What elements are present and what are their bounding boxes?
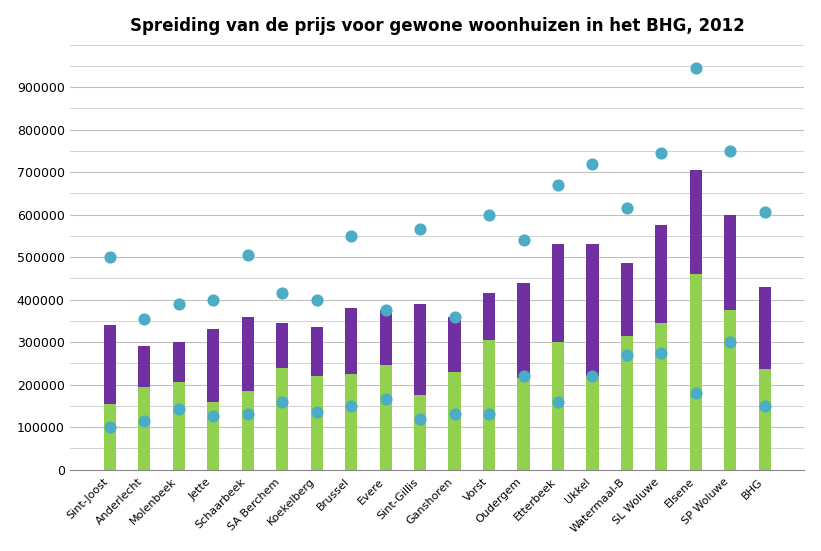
Point <box>483 210 496 219</box>
Bar <box>483 340 495 469</box>
Point <box>724 338 737 347</box>
Bar <box>655 323 667 469</box>
Point <box>586 372 599 381</box>
Bar <box>103 325 116 404</box>
Point <box>724 147 737 155</box>
Bar <box>138 347 150 387</box>
Bar <box>690 170 702 274</box>
Title: Spreiding van de prijs voor gewone woonhuizen in het BHG, 2012: Spreiding van de prijs voor gewone woonh… <box>130 17 745 35</box>
Point <box>448 410 461 419</box>
Bar <box>483 293 495 340</box>
Bar <box>103 404 116 469</box>
Point <box>345 231 358 240</box>
Bar <box>621 263 633 336</box>
Bar <box>414 304 426 395</box>
Bar <box>586 376 599 469</box>
Point <box>483 410 496 419</box>
Point <box>276 397 289 406</box>
Bar <box>207 402 219 469</box>
Point <box>172 404 186 413</box>
Bar <box>172 342 185 382</box>
Bar <box>310 327 323 376</box>
Bar <box>759 287 771 369</box>
Point <box>103 423 117 431</box>
Bar <box>552 342 564 469</box>
Point <box>655 348 668 357</box>
Bar <box>724 310 736 469</box>
Point <box>241 410 255 419</box>
Bar <box>345 374 357 469</box>
Point <box>517 236 530 245</box>
Point <box>138 314 151 323</box>
Point <box>207 295 220 304</box>
Point <box>414 414 427 423</box>
Point <box>759 207 772 216</box>
Bar <box>241 317 254 391</box>
Point <box>138 417 151 425</box>
Point <box>379 395 392 404</box>
Bar <box>517 378 530 469</box>
Bar <box>517 283 530 378</box>
Point <box>345 402 358 410</box>
Bar <box>414 395 426 469</box>
Point <box>759 402 772 410</box>
Point <box>621 204 634 213</box>
Bar <box>586 244 599 376</box>
Bar <box>655 225 667 323</box>
Point <box>207 412 220 421</box>
Point <box>310 408 323 417</box>
Point <box>552 180 565 189</box>
Point <box>552 397 565 406</box>
Point <box>310 295 323 304</box>
Point <box>103 253 117 262</box>
Bar <box>448 372 461 469</box>
Bar <box>276 368 288 469</box>
Point <box>586 159 599 168</box>
Point <box>517 372 530 381</box>
Bar <box>345 308 357 374</box>
Bar <box>724 214 736 310</box>
Bar <box>379 310 392 365</box>
Bar <box>207 329 219 402</box>
Bar <box>448 317 461 372</box>
Point <box>448 312 461 321</box>
Point <box>690 63 703 72</box>
Bar <box>138 387 150 469</box>
Bar <box>276 323 288 368</box>
Point <box>379 306 392 315</box>
Bar <box>310 376 323 469</box>
Point <box>276 289 289 298</box>
Point <box>621 350 634 359</box>
Point <box>241 251 255 260</box>
Point <box>414 225 427 234</box>
Bar <box>690 274 702 469</box>
Bar <box>379 365 392 469</box>
Point <box>172 299 186 308</box>
Bar <box>552 244 564 342</box>
Point <box>690 388 703 397</box>
Bar <box>241 391 254 469</box>
Bar <box>172 382 185 469</box>
Point <box>655 149 668 158</box>
Bar <box>759 369 771 469</box>
Bar <box>621 336 633 469</box>
